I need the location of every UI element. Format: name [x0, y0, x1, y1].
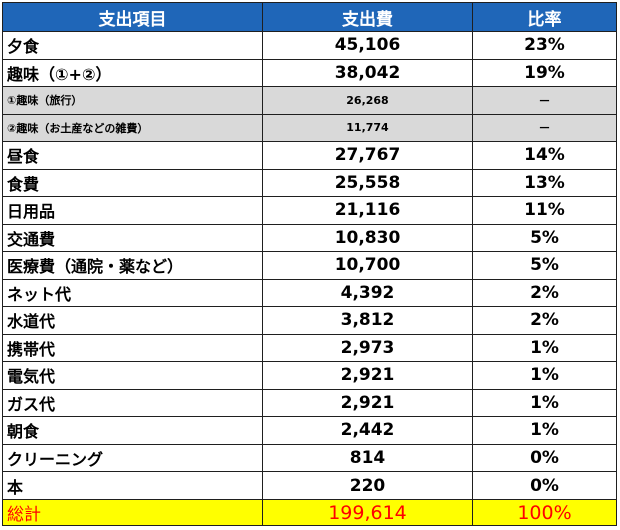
expense-amount-cell: 38,042: [262, 58, 473, 88]
total-amount: 199,614: [262, 499, 473, 526]
expense-ratio-cell: 1%: [472, 361, 617, 390]
expense-amount-cell: 220: [262, 471, 473, 500]
expense-ratio-cell: 1%: [472, 333, 617, 363]
expense-ratio-cell: 2%: [472, 306, 617, 335]
expense-item-cell: 昼食: [2, 141, 263, 170]
expense-amount-cell: 3,812: [262, 306, 473, 335]
expense-item-cell: 電気代: [2, 361, 263, 390]
expense-ratio-cell: 11%: [472, 196, 617, 225]
expense-amount-cell: 11,774: [262, 113, 473, 143]
table-row: 交通費 10,830 5%: [2, 223, 617, 253]
expense-ratio-cell: 2%: [472, 278, 617, 308]
total-ratio: 100%: [472, 499, 617, 526]
expense-item-cell: 医療費（通院・薬など）: [2, 251, 263, 280]
table-row: 医療費（通院・薬など） 10,700 5%: [2, 251, 617, 280]
table-row: ガス代 2,921 1%: [2, 388, 617, 418]
expense-item-cell: 本: [2, 471, 263, 500]
header-amount: 支出費: [262, 2, 473, 32]
expense-item-cell: 水道代: [2, 306, 263, 335]
table-row: 趣味（①+②） 38,042 19%: [2, 58, 617, 88]
expense-amount-cell: 4,392: [262, 278, 473, 308]
expense-item-cell: 食費: [2, 168, 263, 198]
header-ratio: 比率: [472, 2, 617, 32]
expense-item-cell: ガス代: [2, 388, 263, 418]
expense-ratio-cell: 23%: [472, 31, 617, 60]
expense-amount-cell: 27,767: [262, 141, 473, 170]
expense-ratio-cell: 19%: [472, 58, 617, 88]
expense-ratio-cell: 0%: [472, 443, 617, 473]
expense-item-cell: 交通費: [2, 223, 263, 253]
expense-ratio-cell: 5%: [472, 223, 617, 253]
table-row: ネット代 4,392 2%: [2, 278, 617, 308]
table-subrow: ②趣味（お土産などの雑費） 11,774 －: [2, 113, 617, 143]
expense-amount-cell: 21,116: [262, 196, 473, 225]
expense-ratio-cell: －: [472, 113, 617, 143]
expense-amount-cell: 25,558: [262, 168, 473, 198]
table-row: 食費 25,558 13%: [2, 168, 617, 198]
expense-amount-cell: 2,921: [262, 361, 473, 390]
expense-amount-cell: 2,921: [262, 388, 473, 418]
expense-amount-cell: 10,700: [262, 251, 473, 280]
expense-ratio-cell: 0%: [472, 471, 617, 500]
table-row: 朝食 2,442 1%: [2, 416, 617, 445]
expense-item-cell: 携帯代: [2, 333, 263, 363]
expense-amount-cell: 2,973: [262, 333, 473, 363]
total-row: 総計 199,614 100%: [2, 499, 617, 526]
expense-amount-cell: 45,106: [262, 31, 473, 60]
expense-ratio-cell: 1%: [472, 388, 617, 418]
header-row: 支出項目 支出費 比率: [2, 2, 617, 32]
table-row: 電気代 2,921 1%: [2, 361, 617, 390]
table-row: 夕食 45,106 23%: [2, 31, 617, 60]
table-row: 携帯代 2,973 1%: [2, 333, 617, 363]
expense-amount-cell: 2,442: [262, 416, 473, 445]
table-row: クリーニング 814 0%: [2, 443, 617, 473]
expense-item-cell: ①趣味（旅行）: [2, 86, 263, 115]
expense-amount-cell: 26,268: [262, 86, 473, 115]
expense-item-cell: ネット代: [2, 278, 263, 308]
expense-item-cell: 趣味（①+②）: [2, 58, 263, 88]
expense-item-cell: 夕食: [2, 31, 263, 60]
expense-item-cell: 朝食: [2, 416, 263, 445]
header-item: 支出項目: [2, 2, 263, 32]
expense-ratio-cell: 1%: [472, 416, 617, 445]
total-label: 総計: [2, 499, 263, 526]
expense-item-cell: クリーニング: [2, 443, 263, 473]
table-row: 水道代 3,812 2%: [2, 306, 617, 335]
expense-ratio-cell: 5%: [472, 251, 617, 280]
expense-amount-cell: 814: [262, 443, 473, 473]
expense-item-cell: 日用品: [2, 196, 263, 225]
expense-ratio-cell: 13%: [472, 168, 617, 198]
expense-amount-cell: 10,830: [262, 223, 473, 253]
expense-ratio-cell: 14%: [472, 141, 617, 170]
table-row: 昼食 27,767 14%: [2, 141, 617, 170]
table-row: 本 220 0%: [2, 471, 617, 500]
table-subrow: ①趣味（旅行） 26,268 －: [2, 86, 617, 115]
expense-ratio-cell: －: [472, 86, 617, 115]
table-row: 日用品 21,116 11%: [2, 196, 617, 225]
expense-item-cell: ②趣味（お土産などの雑費）: [2, 113, 263, 143]
